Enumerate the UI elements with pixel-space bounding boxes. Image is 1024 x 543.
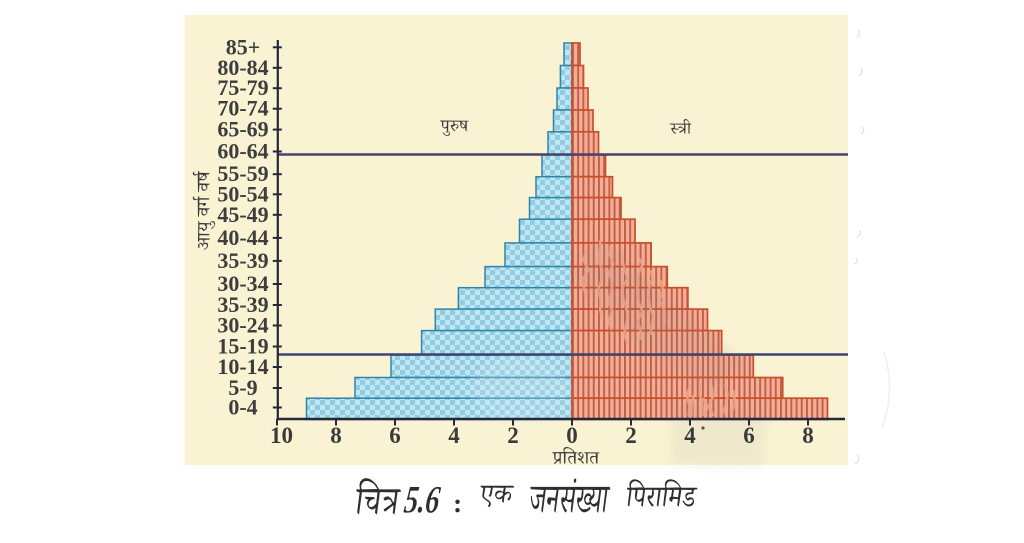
svg-text:50-54: 50-54 bbox=[217, 181, 268, 206]
svg-text:2: 2 bbox=[507, 423, 519, 448]
svg-text:70-74: 70-74 bbox=[217, 96, 268, 121]
svg-text:35-39: 35-39 bbox=[217, 292, 268, 317]
svg-text:6: 6 bbox=[389, 423, 401, 448]
svg-text:55-59: 55-59 bbox=[217, 161, 268, 186]
svg-text:5-9: 5-9 bbox=[228, 375, 257, 400]
svg-text:80-84: 80-84 bbox=[217, 55, 268, 80]
svg-text:8: 8 bbox=[802, 423, 814, 448]
svg-text:60-64: 60-64 bbox=[217, 139, 268, 164]
svg-text:65-69: 65-69 bbox=[217, 117, 268, 142]
svg-text:6: 6 bbox=[743, 423, 755, 448]
svg-text:4: 4 bbox=[448, 423, 460, 448]
svg-text:0: 0 bbox=[566, 423, 578, 448]
svg-text:10-14: 10-14 bbox=[217, 354, 268, 379]
svg-text:0-4: 0-4 bbox=[228, 395, 257, 420]
svg-text:10: 10 bbox=[270, 423, 293, 448]
svg-text:15-19: 15-19 bbox=[217, 334, 268, 359]
svg-text:75-79: 75-79 bbox=[217, 75, 268, 100]
svg-text:30-24: 30-24 bbox=[217, 313, 268, 338]
svg-text:40-44: 40-44 bbox=[217, 225, 268, 250]
svg-text:8: 8 bbox=[330, 423, 342, 448]
svg-text:35-39: 35-39 bbox=[217, 248, 268, 273]
svg-text:30-34: 30-34 bbox=[217, 271, 268, 296]
svg-text:45-49: 45-49 bbox=[217, 202, 268, 227]
svg-text:2: 2 bbox=[625, 423, 637, 448]
svg-text:85+: 85+ bbox=[226, 34, 261, 59]
svg-text:4: 4 bbox=[684, 423, 696, 448]
